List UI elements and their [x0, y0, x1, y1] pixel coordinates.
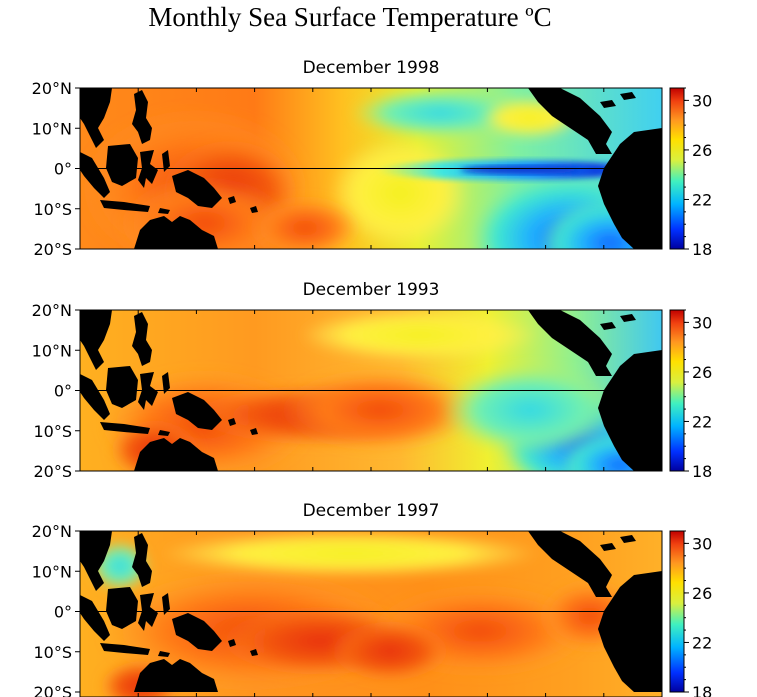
y-tick-label: 20°N [32, 522, 72, 541]
colorbar-tick-label: 30 [692, 91, 712, 110]
land-halmahera [162, 150, 170, 172]
y-tick-label: 20°S [33, 462, 72, 481]
colorbar-tick-label: 22 [692, 633, 712, 652]
land-sumatra [80, 595, 110, 641]
land-carib1 [600, 322, 616, 330]
y-tick-label: 10°S [33, 200, 72, 219]
y-tick-label: 10°N [32, 341, 72, 360]
sst-map-1997 [80, 531, 662, 697]
colorbar-tick-label: 26 [692, 584, 712, 603]
land-java [100, 643, 150, 655]
colorbar-1998 [669, 87, 685, 250]
y-tick-label: 10°N [32, 119, 72, 138]
land-philippines [132, 312, 152, 366]
land-centralAm [528, 310, 612, 376]
land-centralAm [528, 531, 612, 597]
panel-title-1998: December 1998 [302, 58, 440, 78]
land-southAm [598, 571, 662, 692]
land-australia [134, 438, 218, 471]
land-centralAm [528, 88, 612, 154]
colorbar-tick-label: 26 [692, 363, 712, 382]
land-smallIsl1 [158, 651, 170, 657]
figure-title: Monthly Sea Surface Temperature ºC [148, 2, 552, 32]
sst-anomaly-region [300, 310, 540, 360]
y-tick-label: 20°N [32, 301, 72, 320]
land-newGuinea [172, 170, 222, 208]
land-philippines [132, 90, 152, 144]
land-philippines [132, 533, 152, 587]
colorbar-tick-label: 22 [692, 190, 712, 209]
land-sumatra [80, 152, 110, 198]
land-smallIsl2 [228, 196, 236, 204]
land-smallIsl2 [228, 418, 236, 426]
land-southAm [598, 350, 662, 471]
land-newGuinea [172, 392, 222, 430]
land-halmahera [162, 593, 170, 615]
colorbar-tick-label: 18 [692, 240, 712, 259]
land-seAsiaNorth [80, 88, 112, 148]
land-seAsiaNorth [80, 531, 112, 591]
colorbar-tick-label: 26 [692, 141, 712, 160]
land-australia [134, 216, 218, 249]
panel-title-1997: December 1997 [302, 501, 440, 521]
land-carib1 [600, 543, 616, 551]
cold-tongue-core [460, 166, 580, 174]
y-tick-label: 10°S [33, 643, 72, 662]
y-tick-label: 20°S [33, 683, 72, 697]
land-smallIsl3 [250, 206, 258, 213]
land-carib1 [600, 100, 616, 108]
land-carib2 [620, 535, 636, 543]
land-smallIsl2 [228, 639, 236, 647]
sst-anomaly-region [440, 365, 620, 455]
y-tick-label: 0° [54, 382, 72, 401]
colorbar-tick-label: 30 [692, 313, 712, 332]
land-smallIsl1 [158, 430, 170, 436]
land-java [100, 422, 150, 434]
land-halmahera [162, 372, 170, 394]
sst-anomaly-region [330, 621, 450, 681]
land-southAm [598, 128, 662, 249]
colorbar-1997 [669, 530, 685, 693]
land-australia [134, 659, 218, 692]
land-carib2 [620, 314, 636, 322]
land-sumatra [80, 374, 110, 420]
colorbar-tick-label: 18 [692, 462, 712, 481]
land-seAsiaNorth [80, 310, 112, 370]
sst-anomaly-region [160, 531, 540, 576]
land-newGuinea [172, 613, 222, 651]
land-carib2 [620, 92, 636, 100]
land-smallIsl3 [250, 428, 258, 435]
panel-title-1993: December 1993 [302, 280, 440, 300]
colorbar-tick-label: 22 [692, 412, 712, 431]
y-tick-label: 20°N [32, 79, 72, 98]
y-tick-label: 10°N [32, 562, 72, 581]
land-smallIsl3 [250, 649, 258, 656]
y-tick-label: 0° [54, 160, 72, 179]
colorbar-tick-label: 18 [692, 683, 712, 697]
land-borneo [106, 144, 138, 186]
land-java [100, 200, 150, 212]
y-tick-label: 0° [54, 603, 72, 622]
sst-map-1998 [80, 88, 662, 249]
land-smallIsl1 [158, 208, 170, 214]
y-tick-label: 10°S [33, 422, 72, 441]
colorbar-1993 [669, 309, 685, 472]
land-borneo [106, 587, 138, 629]
land-borneo [106, 366, 138, 408]
colorbar-tick-label: 30 [692, 534, 712, 553]
y-tick-label: 20°S [33, 240, 72, 259]
sst-anomaly-region [250, 198, 360, 249]
